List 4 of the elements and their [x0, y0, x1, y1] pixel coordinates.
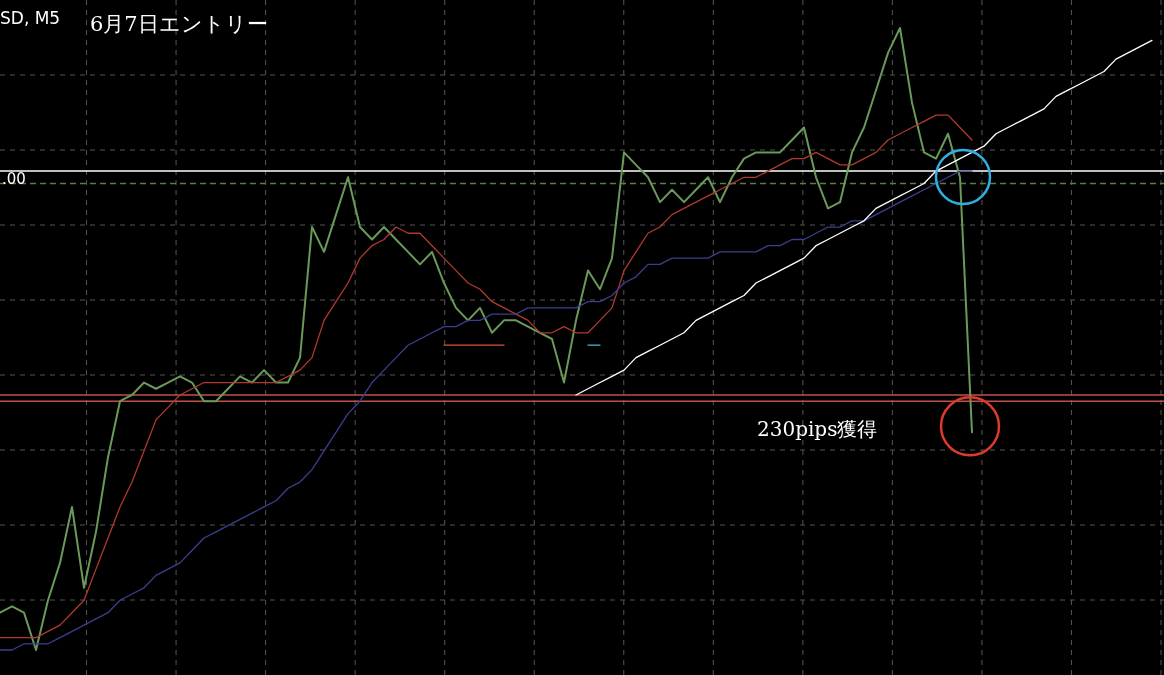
annotation: SD, M5 — [0, 8, 61, 28]
annotation: .00 — [2, 170, 26, 189]
chart-title: 6月7日エントリー — [90, 12, 268, 36]
annotation: 230pips獲得 — [757, 417, 878, 442]
